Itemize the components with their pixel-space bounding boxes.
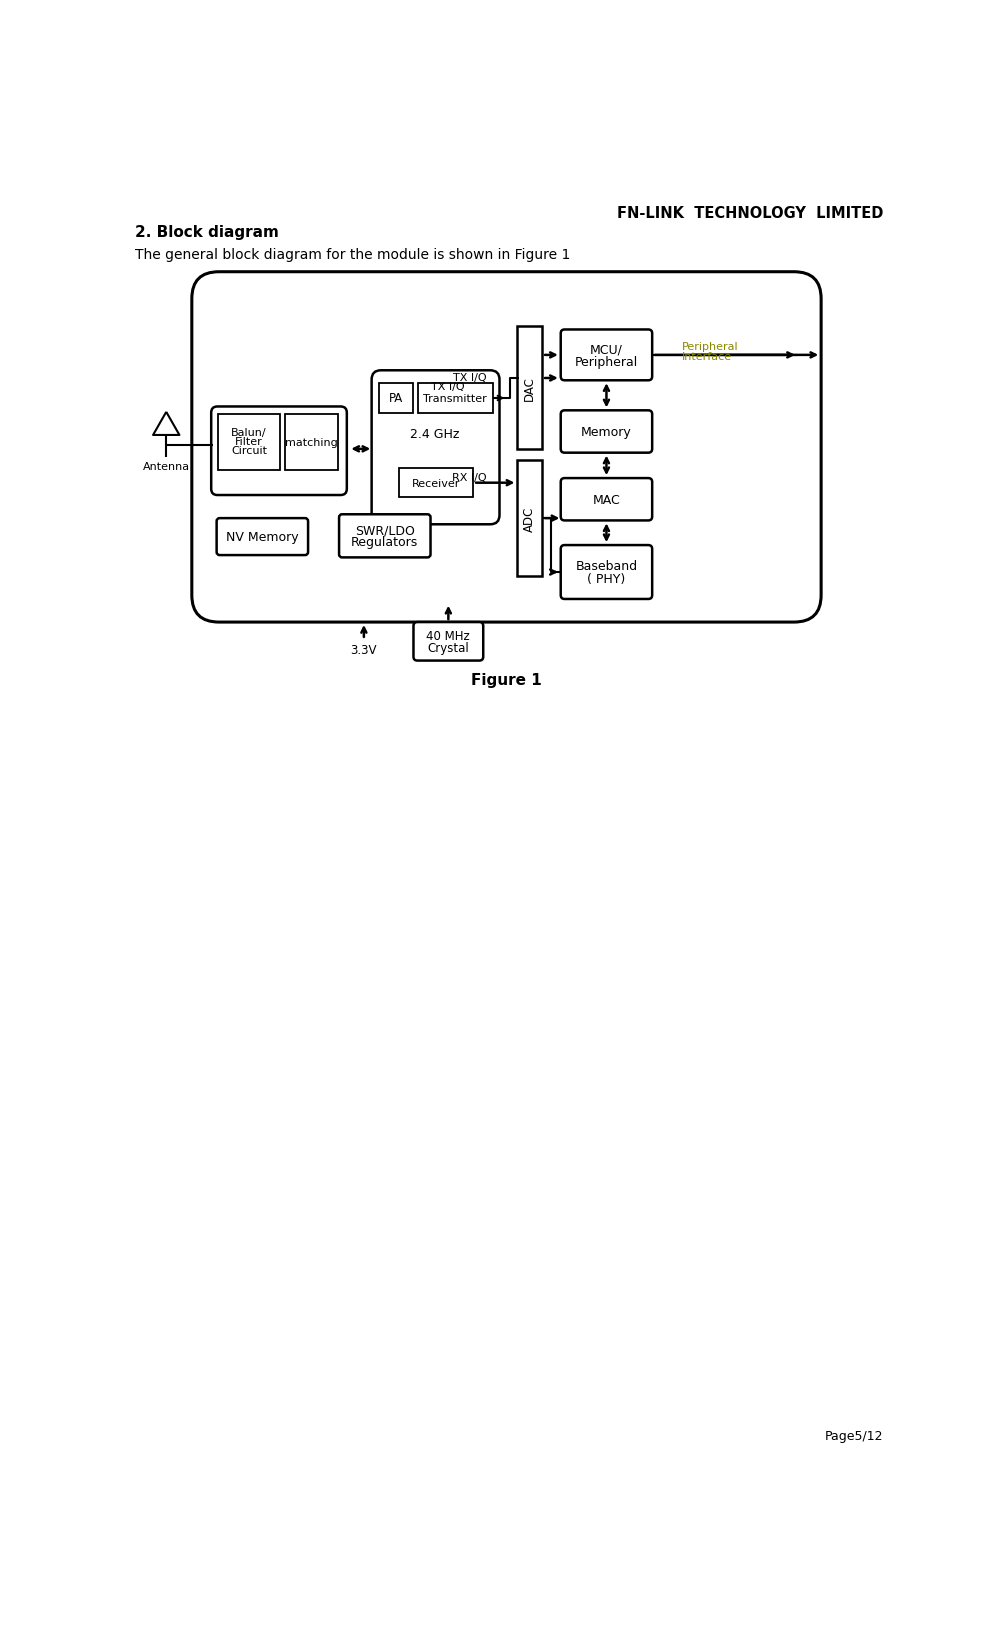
Text: Antenna: Antenna [142, 461, 190, 471]
Text: Receiver: Receiver [411, 479, 460, 489]
FancyBboxPatch shape [561, 411, 652, 453]
FancyBboxPatch shape [212, 408, 347, 496]
Text: 3.3V: 3.3V [351, 644, 377, 657]
Text: TX I/Q: TX I/Q [431, 381, 465, 391]
Text: Page5/12: Page5/12 [825, 1430, 883, 1443]
Text: Memory: Memory [582, 425, 632, 438]
FancyBboxPatch shape [339, 515, 430, 557]
Text: Regulators: Regulators [351, 536, 418, 549]
Text: PA: PA [390, 393, 404, 406]
Text: Circuit: Circuit [231, 447, 267, 456]
Text: Peripheral: Peripheral [681, 341, 738, 352]
Text: DAC: DAC [523, 375, 536, 401]
Text: RX I/Q: RX I/Q [452, 473, 487, 482]
Text: Figure 1: Figure 1 [471, 673, 542, 688]
Text: ( PHY): ( PHY) [587, 572, 626, 585]
FancyBboxPatch shape [372, 372, 499, 525]
Bar [399, 469, 473, 499]
FancyBboxPatch shape [413, 623, 484, 662]
FancyBboxPatch shape [217, 518, 309, 556]
Bar [517, 461, 542, 577]
Bar [380, 385, 413, 414]
Bar [219, 416, 280, 471]
Bar [285, 416, 337, 471]
Text: NV Memory: NV Memory [226, 531, 299, 544]
FancyBboxPatch shape [561, 331, 652, 381]
Text: 40 MHz: 40 MHz [426, 629, 470, 642]
Text: TX I/Q: TX I/Q [453, 373, 487, 383]
Text: Interface: Interface [681, 352, 732, 362]
Bar [517, 326, 542, 450]
FancyBboxPatch shape [561, 479, 652, 522]
Bar [418, 385, 493, 414]
Text: Baseband: Baseband [576, 561, 638, 574]
Text: Filter: Filter [235, 437, 263, 447]
Text: The general block diagram for the module is shown in Figure 1: The general block diagram for the module… [135, 248, 571, 262]
Text: matching: matching [285, 437, 337, 448]
Text: MAC: MAC [592, 494, 620, 507]
Text: Peripheral: Peripheral [575, 355, 638, 368]
Text: SWR/LDO: SWR/LDO [355, 523, 414, 536]
Text: 2. Block diagram: 2. Block diagram [135, 225, 279, 240]
Text: Balun/: Balun/ [231, 427, 267, 437]
Text: MCU/: MCU/ [590, 342, 623, 355]
FancyBboxPatch shape [192, 272, 821, 623]
Text: Crystal: Crystal [427, 642, 469, 655]
Text: 2.4 GHz: 2.4 GHz [410, 427, 460, 440]
Text: Transmitter: Transmitter [423, 394, 488, 404]
Text: FN-LINK  TECHNOLOGY  LIMITED: FN-LINK TECHNOLOGY LIMITED [617, 205, 883, 220]
FancyBboxPatch shape [561, 546, 652, 600]
Text: ADC: ADC [523, 507, 536, 531]
